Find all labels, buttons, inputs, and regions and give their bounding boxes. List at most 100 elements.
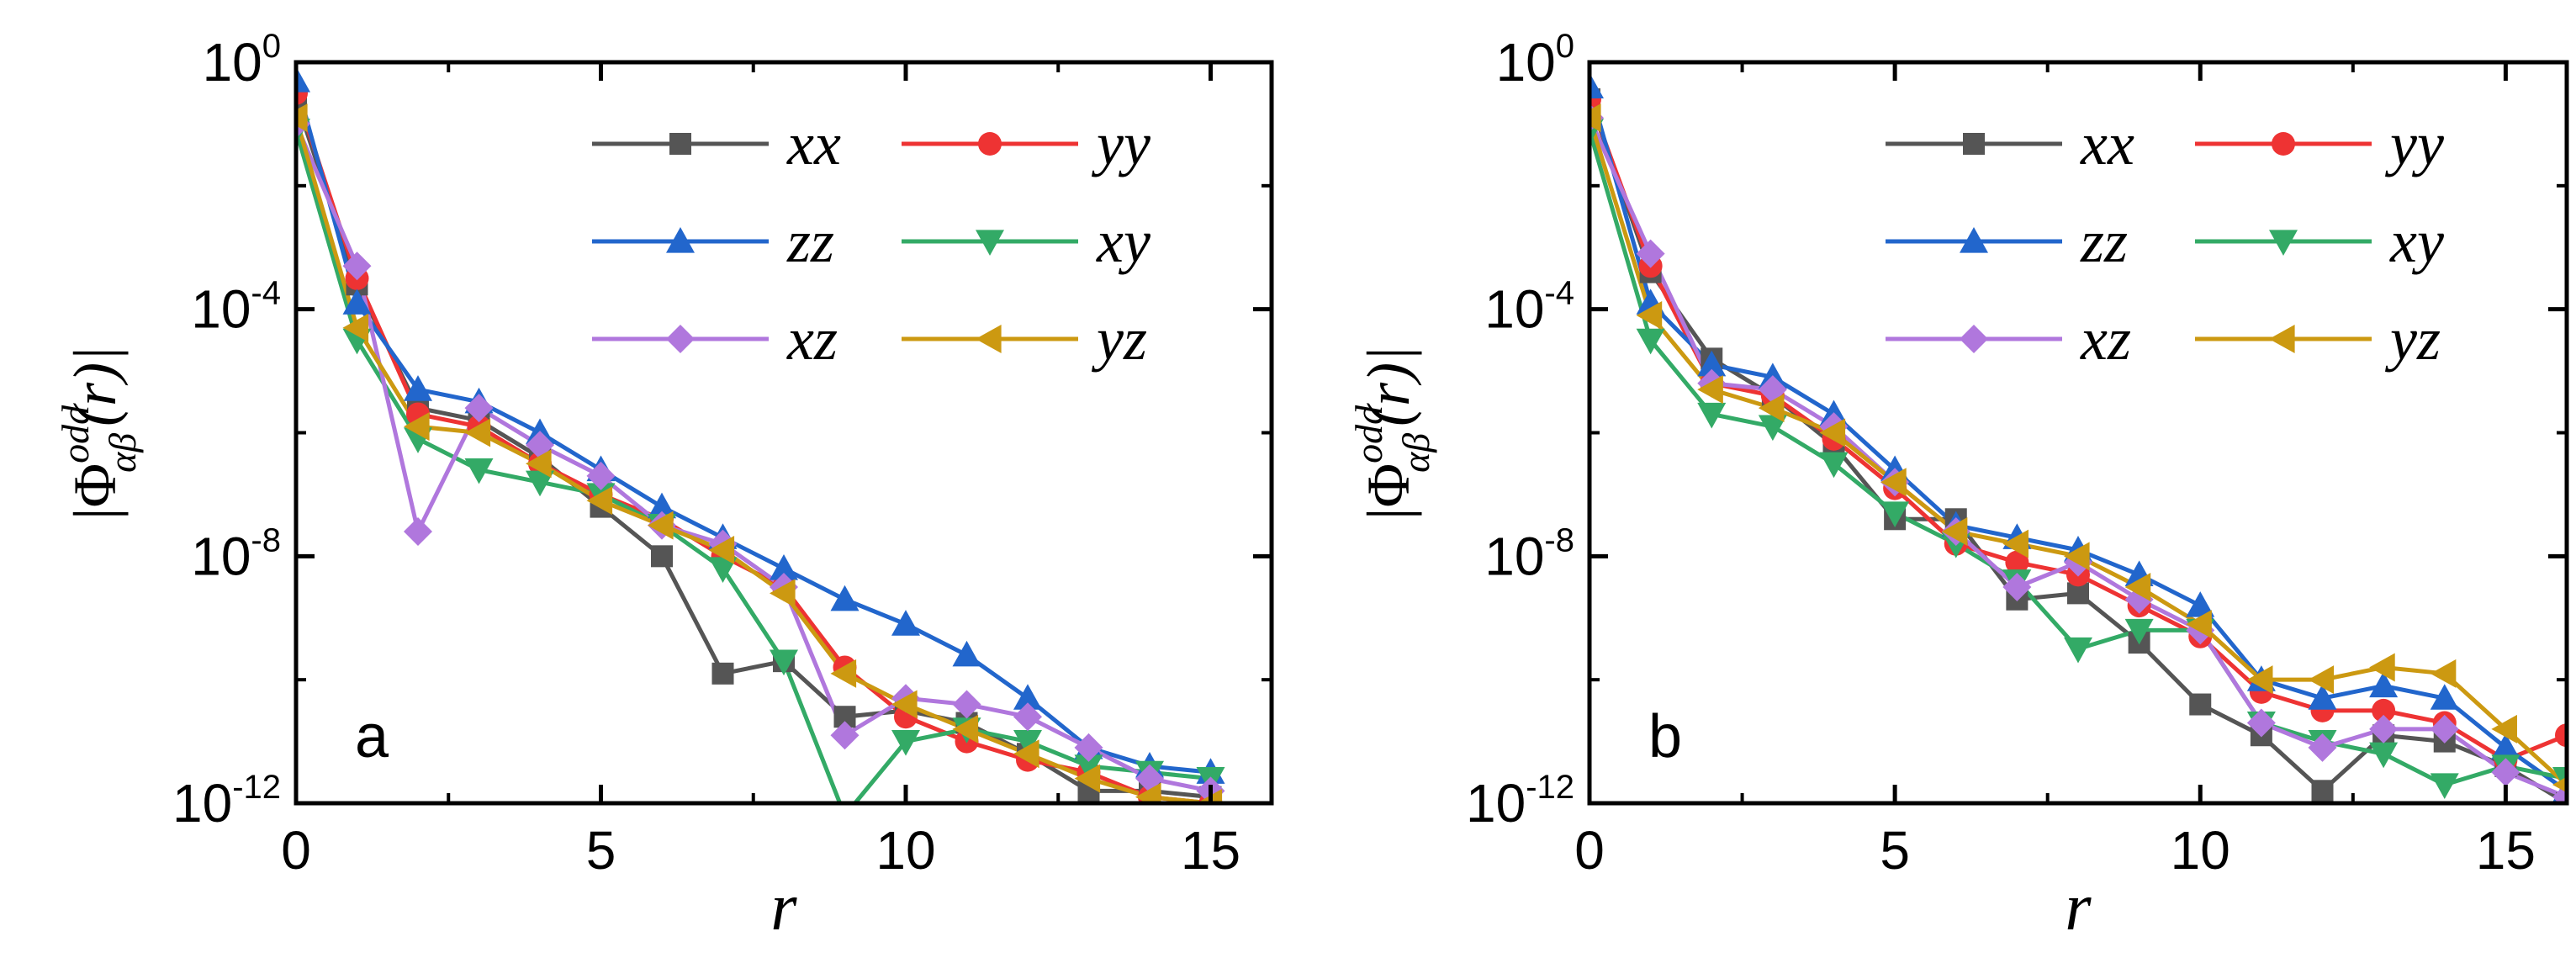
data-point-zz [2491, 733, 2520, 759]
data-point-yz [296, 103, 308, 133]
data-point-yz [952, 714, 979, 744]
data-point-yz [2002, 529, 2029, 558]
data-point-xy [1013, 729, 1042, 756]
x-axis-label: r [770, 871, 797, 945]
y-tick-label: 10-8 [191, 521, 281, 586]
legend-label-xz: xz [786, 305, 838, 373]
legend-marker-yy [2272, 132, 2295, 156]
y-tick-base: 10 [191, 526, 251, 586]
x-tick-label: 0 [1574, 820, 1605, 881]
data-point-zz [342, 288, 372, 315]
y-tick-base: 10 [203, 32, 262, 93]
legend-label-zz: zz [786, 208, 834, 275]
data-point-xx [711, 662, 734, 685]
y-axis-label: |Φodd αβ (r)| [54, 346, 144, 520]
y-axis-label-part: αβ [1394, 433, 1437, 473]
data-point-yz [2246, 665, 2273, 695]
data-point-yz [1636, 301, 1663, 331]
legend-marker-yz [2269, 325, 2295, 353]
series-group [1590, 72, 2567, 803]
legend-label-xy: xy [2389, 208, 2444, 275]
x-tick-label: 0 [281, 820, 311, 881]
series-line-xx [1590, 98, 2567, 803]
y-tick-exponent: -8 [1544, 521, 1574, 558]
data-point-xy [831, 804, 860, 830]
data-point-yz [2064, 542, 2090, 571]
data-point-xy [1636, 328, 1665, 355]
legend-marker-xy [2269, 230, 2298, 256]
data-point-xy [770, 649, 798, 676]
data-point-yz [1013, 739, 1039, 769]
data-point-yz [2491, 714, 2517, 744]
data-point-xx [651, 545, 673, 568]
data-point-zz [1697, 350, 1727, 377]
legend-label-yz: yz [2384, 305, 2441, 373]
data-point-xy [1819, 452, 1849, 479]
series-line-zz [1590, 86, 2567, 793]
legend-label-yy: yy [1091, 110, 1150, 177]
data-point-xx [2311, 780, 2334, 802]
data-point-xy [2064, 637, 2092, 664]
data-point-xz [1013, 702, 1042, 732]
series-line-xx [296, 98, 1211, 800]
legend-label-yy: yy [2384, 110, 2444, 177]
legend-marker-zz [666, 227, 695, 253]
data-point-xz [404, 516, 432, 546]
data-point-zz [2430, 684, 2459, 710]
series-line-zz [296, 80, 1211, 775]
x-tick-label: 5 [586, 820, 616, 881]
data-point-zz [2186, 591, 2215, 617]
data-point-zz [1013, 684, 1042, 710]
data-point-yz [1819, 418, 1846, 447]
legend-marker-yz [976, 325, 1002, 353]
y-tick-exponent: -4 [251, 275, 281, 312]
data-point-zz [2369, 671, 2399, 698]
y-tick-label: 10-4 [191, 275, 281, 340]
data-point-zz [830, 585, 860, 611]
data-point-xz [2430, 714, 2459, 744]
y-tick-label: 10-4 [1484, 275, 1574, 340]
y-tick-label: 100 [203, 28, 281, 93]
data-point-xy [2430, 773, 2459, 799]
data-point-yz [1590, 103, 1601, 133]
data-point-yy [2555, 723, 2567, 748]
data-point-xz [464, 394, 494, 423]
data-point-zz [1590, 72, 1604, 98]
data-point-xy [708, 557, 738, 584]
data-point-yz [1758, 394, 1785, 423]
y-tick-base: 10 [1484, 526, 1544, 586]
y-tick-base: 10 [191, 279, 251, 340]
data-point-yz [648, 511, 674, 540]
data-point-xz [2246, 708, 2276, 738]
x-tick-label: 10 [875, 820, 935, 881]
data-point-yz [891, 690, 918, 719]
legend-marker-xx [669, 133, 691, 155]
panel-letter: b [1648, 703, 1682, 770]
y-tick-base: 10 [1466, 773, 1526, 833]
y-tick-label: 10-12 [1466, 769, 1574, 833]
data-point-zz [404, 375, 432, 401]
data-point-xy [1074, 754, 1103, 781]
data-point-yy [2005, 550, 2029, 574]
y-tick-base: 10 [1484, 279, 1544, 340]
data-point-xy [464, 458, 494, 484]
data-point-yz [1697, 375, 1723, 405]
data-point-xz [1636, 239, 1665, 268]
legend-label-zz: zz [2080, 208, 2128, 275]
data-point-yz [1941, 516, 1968, 546]
data-point-xz [952, 690, 981, 719]
data-point-xz [2491, 758, 2520, 787]
legend-marker-xz [1960, 325, 1988, 353]
legend-label-yz: yz [1091, 305, 1147, 373]
y-tick-label: 10-12 [172, 769, 281, 833]
data-point-xz [586, 461, 616, 490]
data-point-xz [1074, 733, 1103, 762]
y-axis-label-part: (r)| [61, 346, 129, 426]
data-point-xz [2002, 573, 2032, 602]
legend-label-xx: xx [786, 110, 841, 177]
series-line-yz [296, 117, 1211, 803]
data-point-yz [2186, 610, 2212, 639]
data-point-xz [2308, 733, 2337, 762]
data-point-yz [1880, 468, 1907, 497]
